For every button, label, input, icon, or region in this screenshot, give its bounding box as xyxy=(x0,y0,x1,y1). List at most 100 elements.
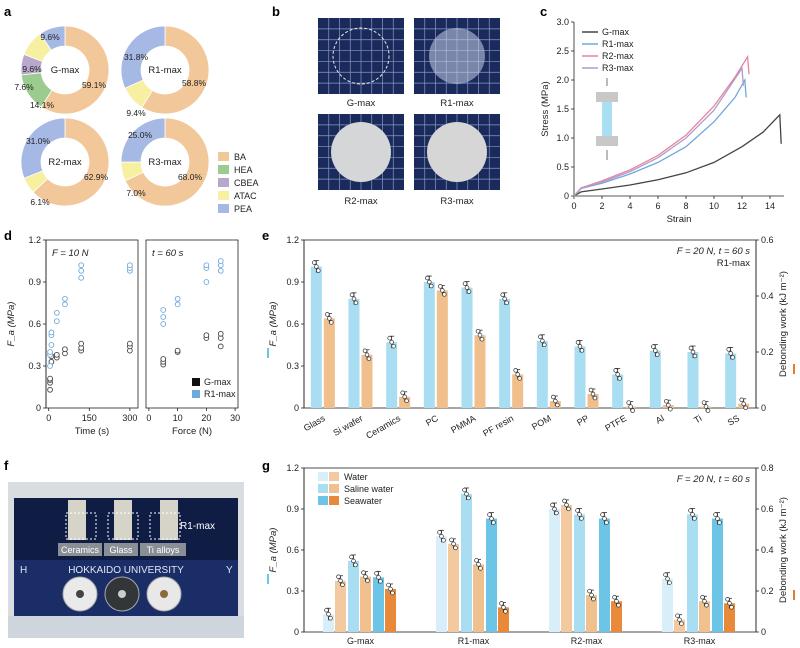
e-replicate-point xyxy=(690,349,696,355)
g-replicate-point xyxy=(679,621,684,626)
e-replicate-point xyxy=(590,391,596,397)
e-replicate-point xyxy=(362,348,368,354)
e-replicate-point xyxy=(425,275,430,281)
g-replicate-point xyxy=(449,537,454,543)
g-replicate-point xyxy=(554,510,559,516)
g-legend-swatch xyxy=(318,484,328,493)
g-bar-fa-saline-water xyxy=(687,514,698,632)
e-replicate-point xyxy=(475,328,481,334)
e-yl-tick-label: 0 xyxy=(294,403,299,413)
d-x-tick-label: 30 xyxy=(230,413,240,423)
c-x-tick-label: 8 xyxy=(683,201,688,211)
g-yr-tick-label: 0.4 xyxy=(761,545,774,555)
g-legend-swatch xyxy=(318,496,328,505)
e-replicate-point xyxy=(613,368,618,373)
e-replicate-point xyxy=(517,376,522,381)
donut-slice-label: 58.8% xyxy=(182,78,207,88)
e-replicate-point xyxy=(442,292,447,297)
d-x-tick-label: 300 xyxy=(122,413,137,423)
e-replicate-point xyxy=(577,344,583,349)
c-x-tick-label: 10 xyxy=(709,201,719,211)
e-bar-fa xyxy=(687,352,699,408)
dogbone-icon xyxy=(602,102,612,136)
g-bar-work-water xyxy=(561,504,572,632)
g-yl-tick-label: 1.2 xyxy=(286,463,299,473)
e-replicate-point xyxy=(316,268,321,273)
g-yl-tick-label: 0.6 xyxy=(286,545,299,555)
d-point-r1max xyxy=(160,321,167,327)
photo-label-ti-alloys: Ti alloys xyxy=(147,545,180,555)
e-replicate-point xyxy=(668,406,673,412)
c-legend-label: R1-max xyxy=(602,39,634,49)
g-legend-label: Seawater xyxy=(344,496,382,506)
g-replicate-point xyxy=(704,602,709,608)
donut-slice-ba xyxy=(141,25,210,115)
e-replicate-point xyxy=(466,289,472,294)
e-replicate-point xyxy=(427,279,432,285)
d-x-tick-label: 10 xyxy=(173,413,183,423)
g-replicate-point xyxy=(717,520,722,525)
e-replicate-point xyxy=(703,404,709,409)
g-yr-tick-label: 0.8 xyxy=(761,463,774,473)
e-replicate-point xyxy=(664,398,669,404)
d-point-r1max xyxy=(78,267,85,274)
g-replicate-point xyxy=(451,541,456,547)
e-replicate-point xyxy=(628,404,633,409)
e-category-label: Al xyxy=(654,413,666,426)
d-point-gmax xyxy=(217,330,224,337)
g-replicate-point xyxy=(715,516,720,521)
e-yl-tick-label: 0.3 xyxy=(286,361,299,371)
e-replicate-point xyxy=(366,356,372,362)
e-replicate-point xyxy=(653,348,658,353)
g-replicate-point xyxy=(566,506,571,512)
photo-gmax: G-max xyxy=(318,18,404,109)
e-annotation-sample: R1-max xyxy=(717,258,751,269)
donut-center-label: G-max xyxy=(51,65,80,76)
g-replicate-point xyxy=(589,592,594,598)
g-annotation: F = 20 N, t = 60 s xyxy=(677,474,750,485)
donut-slice-label: 14.1% xyxy=(30,100,55,110)
e-replicate-point xyxy=(479,336,485,342)
d-plot-frame xyxy=(145,239,239,409)
g-replicate-point xyxy=(677,617,682,622)
d-point-gmax xyxy=(127,340,133,347)
e-yr-tick-label: 0.4 xyxy=(761,291,774,301)
d-point-r1max xyxy=(217,258,224,264)
e-bar-fa xyxy=(499,298,511,408)
photo-label-gmax: G-max xyxy=(347,98,376,109)
d-point-r1max xyxy=(174,295,181,302)
c-y-tick-label: 1.5 xyxy=(556,104,569,114)
e-replicate-point xyxy=(655,352,660,357)
g-replicate-point xyxy=(453,545,458,551)
g-bar-work-water xyxy=(335,580,346,632)
e-replicate-point xyxy=(502,296,507,302)
d-point-r1max xyxy=(160,314,167,320)
g-replicate-point xyxy=(338,578,343,583)
e-replicate-point xyxy=(617,376,622,381)
d-annotation: t = 60 s xyxy=(152,248,184,259)
g-bar-work-saline-water xyxy=(360,576,371,632)
g-replicate-point xyxy=(478,566,483,571)
c-series-line-r2-max xyxy=(573,54,750,197)
e-replicate-point xyxy=(389,339,394,345)
d-point-gmax xyxy=(62,346,68,353)
d-legend-label: G-max xyxy=(204,377,232,387)
donut-slice-label: 9.6% xyxy=(40,32,60,42)
g-replicate-point xyxy=(390,590,395,596)
g-yl-tick-label: 0.3 xyxy=(286,586,299,596)
d-x-tick-label: 150 xyxy=(82,413,97,423)
c-legend-label: G-max xyxy=(602,27,630,37)
e-replicate-point xyxy=(701,400,707,405)
g-replicate-point xyxy=(388,586,393,592)
e-replicate-point xyxy=(364,352,370,358)
e-bar-fa xyxy=(461,287,473,408)
legend-swatch-ba xyxy=(218,152,229,161)
c-x-tick-label: 14 xyxy=(765,201,775,211)
photo-corner-left: H xyxy=(20,565,27,576)
legend-label-atac: ATAC xyxy=(234,191,257,201)
g-legend-swatch xyxy=(329,484,339,493)
c-x-axis-title: Strain xyxy=(667,214,692,225)
g-replicate-point xyxy=(353,562,358,568)
e-replicate-point xyxy=(739,397,744,403)
